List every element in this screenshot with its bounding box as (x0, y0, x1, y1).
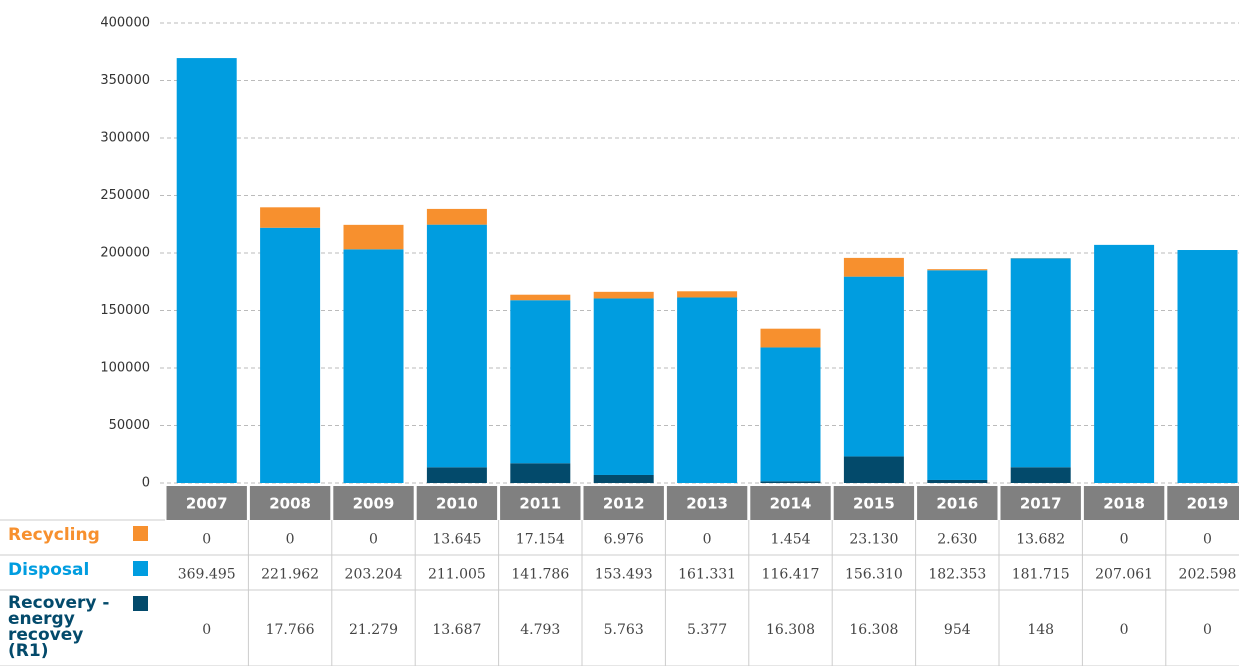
table-value: 203.204 (345, 567, 403, 583)
bar-segment (677, 297, 738, 483)
table-value: 16.308 (766, 622, 815, 638)
table-value: 16.308 (849, 622, 898, 638)
table-value: 1.454 (770, 532, 810, 548)
table-value: 161.331 (678, 567, 736, 583)
table-value: 221.962 (261, 567, 319, 583)
x-tick-label: 2008 (269, 495, 311, 513)
bar-segment (343, 224, 404, 250)
x-tick-label: 2017 (1020, 495, 1062, 513)
table-value: 954 (944, 622, 971, 638)
x-tick-label: 2007 (186, 495, 228, 513)
y-tick-label: 150000 (100, 303, 150, 318)
bar-segment (426, 467, 487, 483)
table-value: 0 (202, 532, 211, 548)
x-tick-label: 2019 (1187, 495, 1229, 513)
bar-segment (176, 58, 237, 483)
table-value: 17.766 (266, 622, 315, 638)
x-tick-label: 2016 (936, 495, 978, 513)
table-value: 0 (369, 532, 378, 548)
x-tick-label: 2011 (519, 495, 561, 513)
bar-segment (760, 328, 821, 348)
table-value: 0 (1203, 532, 1212, 548)
x-tick-label: 2018 (1103, 495, 1145, 513)
table-value: 207.061 (1095, 567, 1153, 583)
y-tick-label: 300000 (100, 131, 150, 146)
table-header (165, 486, 1239, 520)
legend-label: Recycling (8, 525, 100, 545)
table-value: 5.763 (604, 622, 644, 638)
table-value: 0 (1120, 622, 1129, 638)
table-value: 153.493 (595, 567, 653, 583)
table-value: 13.687 (432, 622, 481, 638)
bar-segment (677, 291, 738, 298)
bar-segment (343, 249, 404, 483)
table-value: 148 (1027, 622, 1054, 638)
bar-segment (843, 276, 904, 457)
legend-label: Disposal (8, 560, 90, 580)
bar-segment (760, 347, 821, 482)
bar-segment (593, 291, 654, 299)
bar-segment (510, 294, 571, 301)
bar-segment (843, 257, 904, 277)
table-value: 23.130 (849, 532, 898, 548)
table-value: 21.279 (349, 622, 398, 638)
y-tick-label: 0 (142, 476, 150, 491)
table-value: 13.682 (1016, 532, 1065, 548)
table-value: 369.495 (178, 567, 236, 583)
table-value: 156.310 (845, 567, 903, 583)
bar-segment (1094, 244, 1155, 483)
bar-segment (260, 207, 321, 228)
legend-swatch (133, 596, 148, 611)
table-value: 17.154 (516, 532, 565, 548)
x-tick-label: 2009 (353, 495, 395, 513)
bar-segment (593, 298, 654, 475)
table-value: 202.598 (1179, 567, 1237, 583)
x-tick-label: 2012 (603, 495, 645, 513)
table-value: 141.786 (511, 567, 569, 583)
x-tick-label: 2013 (686, 495, 728, 513)
bar-segment (927, 270, 988, 480)
table-value: 0 (1203, 622, 1212, 638)
bar-segment (593, 474, 654, 483)
y-tick-label: 50000 (109, 418, 150, 433)
legend-swatch (133, 526, 148, 541)
bar-segment (426, 208, 487, 225)
bar-segment (760, 481, 821, 483)
bar-segment (510, 300, 571, 464)
y-tick-label: 100000 (100, 361, 150, 376)
table-value: 211.005 (428, 567, 486, 583)
bar-segment (1010, 467, 1071, 483)
table-value: 0 (202, 622, 211, 638)
y-tick-label: 200000 (100, 246, 150, 261)
legend-label: Recovery - energy recovey (R1) (8, 593, 110, 661)
bar-segment (927, 269, 988, 271)
y-tick-label: 250000 (100, 188, 150, 203)
legend-swatch (133, 561, 148, 576)
bar-segment (426, 224, 487, 468)
table-value: 4.793 (520, 622, 560, 638)
bar-segment (510, 463, 571, 483)
table-value: 182.353 (928, 567, 986, 583)
table-value: 13.645 (432, 532, 481, 548)
bar-segment (843, 456, 904, 483)
table-value: 116.417 (762, 567, 820, 583)
x-tick-label: 2010 (436, 495, 478, 513)
y-tick-label: 400000 (100, 16, 150, 31)
table-value: 2.630 (937, 532, 977, 548)
x-tick-label: 2015 (853, 495, 895, 513)
y-tick-label: 350000 (100, 73, 150, 88)
table-value: 0 (703, 532, 712, 548)
table-value: 181.715 (1012, 567, 1070, 583)
bar-segment (1177, 250, 1238, 483)
table-value: 0 (286, 532, 295, 548)
bar-segment (1010, 258, 1071, 468)
table-value: 5.377 (687, 622, 727, 638)
table-value: 6.976 (604, 532, 644, 548)
x-tick-label: 2014 (770, 495, 812, 513)
bar-segment (927, 479, 988, 483)
table-value: 0 (1120, 532, 1129, 548)
bar-segment (260, 227, 321, 483)
